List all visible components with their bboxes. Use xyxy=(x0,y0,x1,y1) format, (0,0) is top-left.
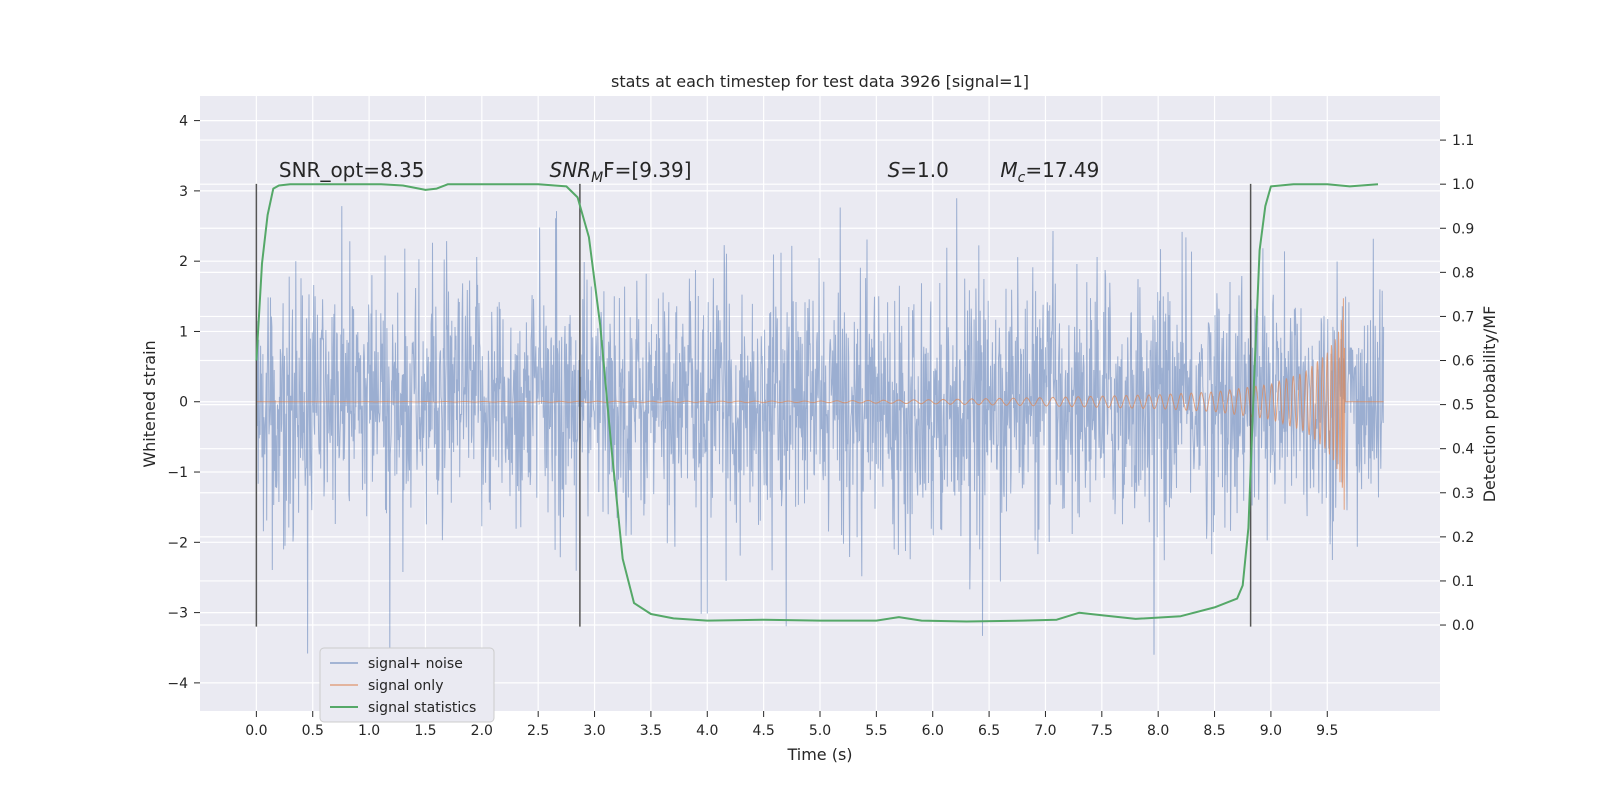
annotation-snr-opt: SNR_opt=8.35 xyxy=(279,158,425,182)
signal-statistics-line xyxy=(255,183,1379,623)
signal-statistics-trace xyxy=(255,183,1379,623)
x-tick-label-8: 4.0 xyxy=(696,723,718,739)
detection-markers xyxy=(255,183,1252,627)
legend: signal+ noise signal only signal statist… xyxy=(319,647,495,723)
y-right-tick-label-2: 0.9 xyxy=(1452,221,1474,237)
y-right-tick-label-1: 1.0 xyxy=(1452,177,1474,193)
signal-only-trace xyxy=(256,298,1384,510)
y-right-tick-label-6: 0.5 xyxy=(1452,398,1474,414)
x-tick-label-6: 3.0 xyxy=(583,723,605,739)
annotation-mc: Mc=17.49 xyxy=(1000,158,1099,186)
x-tick-label-19: 9.5 xyxy=(1316,723,1338,739)
y-tick-label-4: 0 xyxy=(179,395,188,411)
x-axis-ticks: 0.0 0.5 1.0 1.5 2.0 2.5 3.0 3.5 4.0 4.5 5.0 5.5 6.0 6… xyxy=(245,711,1338,739)
x-tick-label-1: 0.5 xyxy=(302,723,324,739)
y-right-tick-label-7: 0.4 xyxy=(1452,442,1474,458)
annotation-s: S=1.0 xyxy=(888,158,949,182)
y-tick-label-6: −2 xyxy=(167,535,188,551)
y-tick-label-2: 2 xyxy=(179,254,188,270)
y-axis-ticks: 4 3 2 1 0 −1 −2 −3 −4 xyxy=(167,114,200,692)
x-tick-label-16: 8.0 xyxy=(1147,723,1169,739)
annotations: SNR_opt=8.35 SNRMF=[9.39] S=1.0 Mc=17.49 xyxy=(279,158,1099,186)
x-tick-label-10: 5.0 xyxy=(809,723,831,739)
y-tick-label-0: 4 xyxy=(179,114,188,130)
y-right-tick-label-4: 0.7 xyxy=(1452,309,1474,325)
x-axis-label: Time (s) xyxy=(786,745,852,764)
legend-box xyxy=(319,647,495,723)
y-tick-label-3: 1 xyxy=(179,324,188,340)
x-tick-label-11: 5.5 xyxy=(865,723,887,739)
signal-noise-trace xyxy=(255,198,1385,655)
chart-title: stats at each timestep for test data 392… xyxy=(611,72,1029,91)
y-right-tick-label-0: 1.1 xyxy=(1452,133,1474,149)
legend-label-stats: signal statistics xyxy=(368,700,476,716)
y-right-tick-label-9: 0.2 xyxy=(1452,530,1474,546)
x-tick-label-18: 9.0 xyxy=(1260,723,1282,739)
y-right-tick-label-10: 0.1 xyxy=(1452,574,1474,590)
x-tick-label-3: 1.5 xyxy=(414,723,436,739)
y-right-axis-ticks: 1.1 1.0 0.9 0.8 0.7 0.6 0.5 0.4 0.3 0.2 0.1 0.0 xyxy=(1440,133,1474,634)
x-tick-label-15: 7.5 xyxy=(1091,723,1113,739)
y-right-tick-label-3: 0.8 xyxy=(1452,265,1474,281)
x-tick-label-17: 8.5 xyxy=(1203,723,1225,739)
y-right-tick-label-8: 0.3 xyxy=(1452,486,1474,502)
signal-only-line xyxy=(256,298,1384,510)
y-tick-label-1: 3 xyxy=(179,184,188,200)
x-tick-label-7: 3.5 xyxy=(640,723,662,739)
y-axis-label: Whitened strain xyxy=(140,340,159,467)
x-tick-label-14: 7.0 xyxy=(1034,723,1056,739)
x-tick-label-5: 2.5 xyxy=(527,723,549,739)
legend-label-noise: signal+ noise xyxy=(368,656,463,672)
annotation-snr-mf: SNRMF=[9.39] xyxy=(550,158,692,186)
y-right-tick-label-5: 0.6 xyxy=(1452,354,1474,370)
x-tick-label-4: 2.0 xyxy=(471,723,493,739)
y-right-tick-label-11: 0.0 xyxy=(1452,618,1474,634)
x-tick-label-2: 1.0 xyxy=(358,723,380,739)
signal-noise-line xyxy=(255,198,1385,655)
y-tick-label-5: −1 xyxy=(167,465,188,481)
x-tick-label-0: 0.0 xyxy=(245,723,267,739)
x-tick-label-9: 4.5 xyxy=(753,723,775,739)
x-tick-label-12: 6.0 xyxy=(922,723,944,739)
y-tick-label-8: −4 xyxy=(167,676,188,692)
y-tick-label-7: −3 xyxy=(167,606,188,622)
x-tick-label-13: 6.5 xyxy=(978,723,1000,739)
legend-label-signal: signal only xyxy=(368,678,443,694)
y-right-axis-label: Detection probability/MF xyxy=(1480,306,1499,503)
